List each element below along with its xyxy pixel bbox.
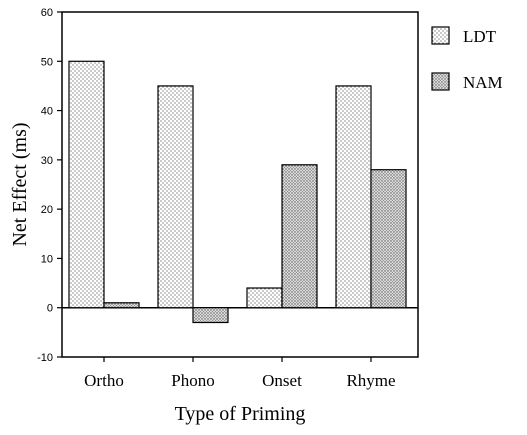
y-tick-label: -10 — [37, 352, 53, 364]
bar-ldt-rhyme — [335, 85, 372, 309]
legend-label-ldt: LDT — [463, 27, 497, 46]
y-tick-label: 30 — [41, 155, 53, 167]
y-axis-title: Net Effect (ms) — [9, 122, 31, 246]
legend: LDT NAM — [431, 26, 503, 92]
bars — [68, 60, 407, 324]
bar-nam-ortho — [103, 302, 140, 309]
legend-swatch-ldt — [431, 26, 450, 45]
bar-ldt-ortho — [68, 60, 105, 309]
y-axis-ticks: -10 0 10 20 30 40 50 60 — [37, 7, 62, 364]
y-tick-label: 20 — [41, 204, 53, 216]
bar-nam-onset — [281, 164, 318, 309]
bar-ldt-onset — [246, 287, 283, 309]
bar-nam-rhyme — [370, 169, 407, 309]
bar-ldt-phono — [157, 85, 194, 309]
x-axis-title: Type of Priming — [175, 403, 306, 425]
legend-swatch-nam — [431, 72, 450, 91]
x-tick-label-ortho: Ortho — [84, 371, 124, 390]
plot-area: -10 0 10 20 30 40 50 60 Ortho Phono Onset Rhyme — [37, 7, 419, 390]
x-tick-label-onset: Onset — [262, 371, 302, 390]
x-axis-category-labels: Ortho Phono Onset Rhyme — [84, 357, 396, 390]
y-tick-label: 50 — [41, 56, 53, 68]
y-tick-label: 40 — [41, 106, 53, 118]
x-tick-label-phono: Phono — [171, 371, 214, 390]
x-tick-label-rhyme: Rhyme — [346, 371, 395, 390]
legend-label-nam: NAM — [463, 73, 503, 92]
bar-nam-phono — [192, 307, 229, 324]
y-tick-label: 60 — [41, 7, 53, 19]
y-tick-label: 10 — [41, 253, 53, 265]
plot-frame — [61, 11, 419, 358]
y-tick-label: 0 — [47, 303, 53, 315]
